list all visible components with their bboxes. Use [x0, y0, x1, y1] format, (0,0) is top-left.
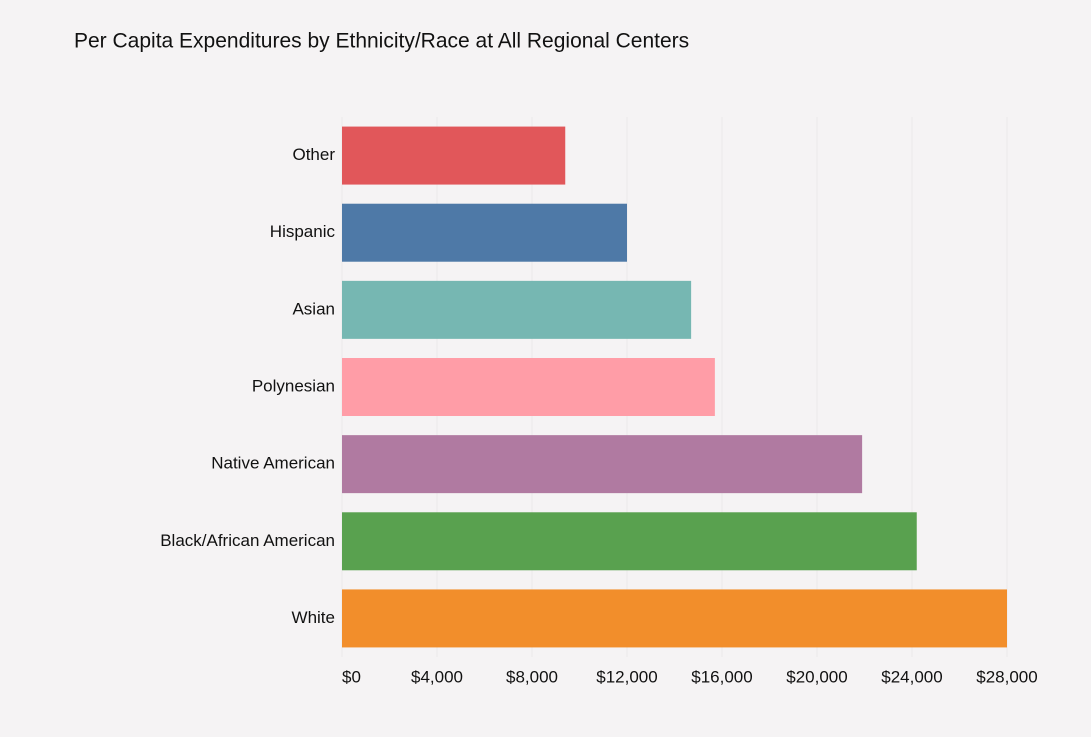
- bar: [342, 358, 715, 416]
- y-tick-label: Hispanic: [270, 222, 336, 241]
- bar: [342, 512, 917, 571]
- bar: [342, 126, 566, 185]
- x-tick-label: $4,000: [411, 667, 463, 686]
- chart-title: Per Capita Expenditures by Ethnicity/Rac…: [74, 30, 689, 53]
- x-tick-label: $0: [342, 667, 361, 686]
- x-tick-label: $12,000: [596, 667, 657, 686]
- bar: [342, 203, 627, 262]
- bar: [342, 589, 1007, 648]
- x-tick-label: $8,000: [506, 667, 558, 686]
- bar: [342, 280, 692, 339]
- y-tick-label: Other: [292, 145, 335, 164]
- x-tick-label: $20,000: [786, 667, 847, 686]
- x-tick-label: $28,000: [976, 667, 1037, 686]
- bar: [342, 435, 863, 494]
- x-tick-label: $24,000: [881, 667, 942, 686]
- y-tick-label: Black/African American: [160, 531, 335, 550]
- y-tick-label: Asian: [292, 299, 335, 318]
- y-tick-label: White: [292, 608, 335, 627]
- y-tick-label: Polynesian: [252, 376, 335, 395]
- x-tick-label: $16,000: [691, 667, 752, 686]
- y-tick-label: Native American: [211, 454, 335, 473]
